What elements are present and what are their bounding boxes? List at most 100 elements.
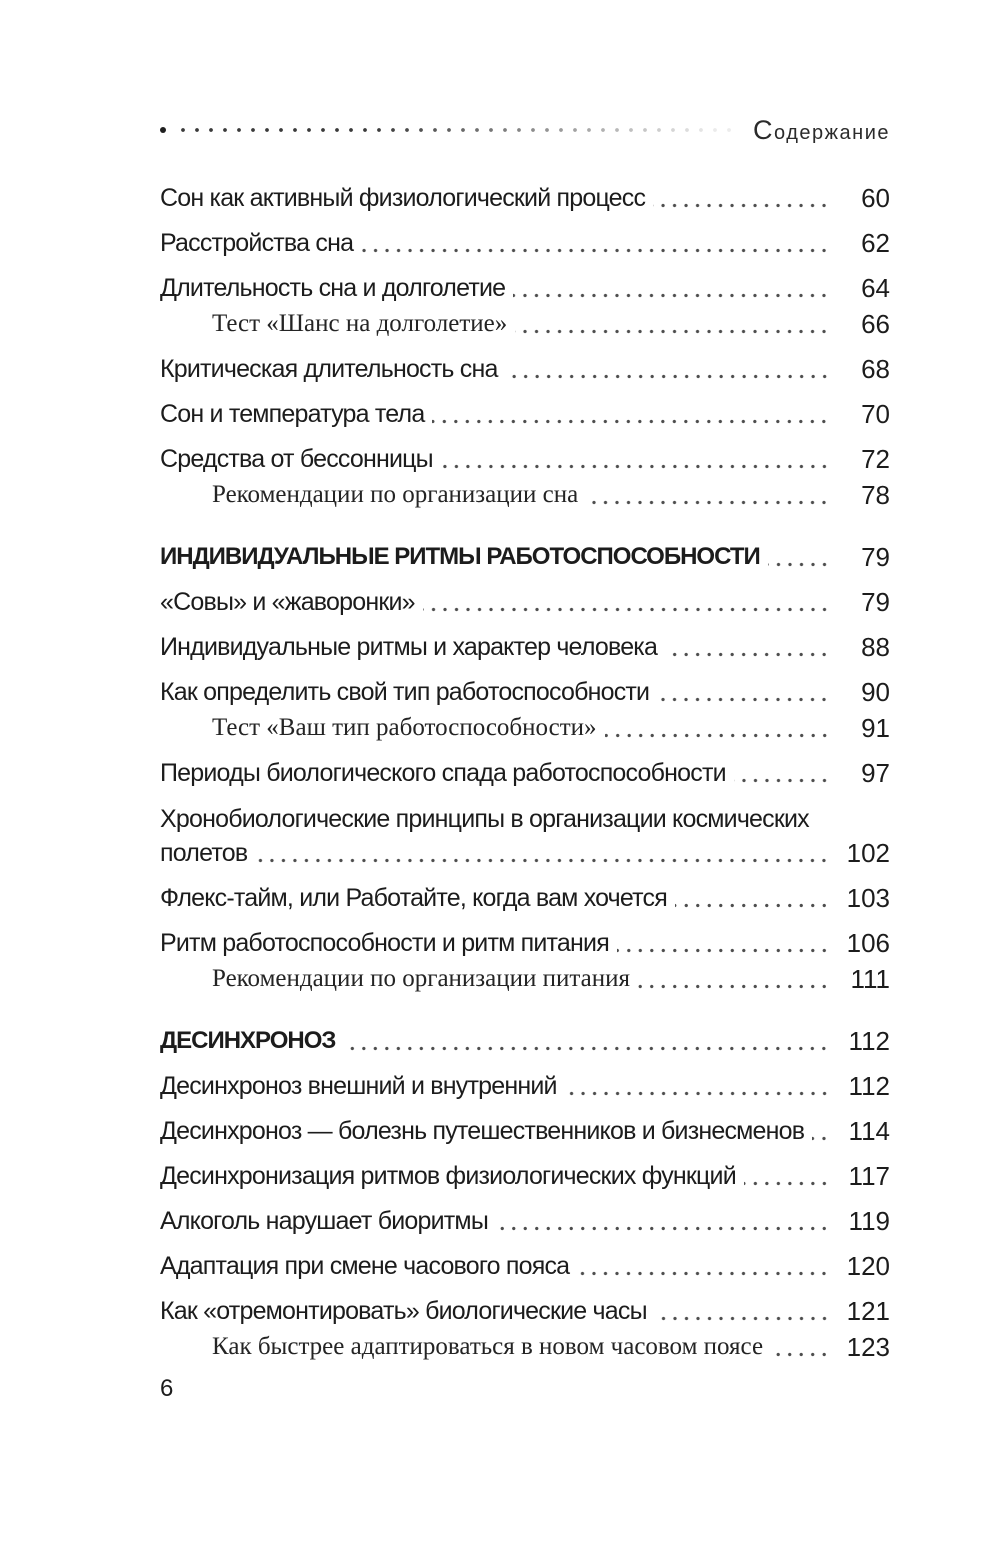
- toc-chapter-row: Ритм работоспособности и ритм питания 106: [160, 926, 890, 960]
- toc-chapter-row: Флекс-тайм, или Работайте, когда вам хоч…: [160, 881, 890, 915]
- dot-leader: [767, 561, 830, 568]
- dot-leader: [432, 418, 830, 425]
- toc-section-row: ИНДИВИДУАЛЬНЫЕ РИТМЫ РАБОТОСПОСОБНОСТИ 79: [160, 540, 890, 574]
- dot-leader: [604, 732, 830, 739]
- dot-leader: [505, 373, 830, 380]
- toc-entry-page-number: 111: [850, 964, 890, 994]
- toc-entry-page-number: 72: [861, 444, 890, 474]
- toc-entry-title: Десинхроноз — болезнь путешественников и…: [160, 1117, 805, 1145]
- toc-entry-page-number: 60: [861, 183, 890, 213]
- toc-entry-title: Как определить свой тип работоспособност…: [160, 678, 650, 706]
- toc-entry-title-continuation: полетов: [160, 839, 248, 867]
- toc-entry-page-number: 123: [846, 1332, 890, 1362]
- toc-entry-title: Адаптация при смене часового пояса: [160, 1252, 570, 1280]
- toc-entry-page-number: 64: [861, 273, 890, 303]
- dot-leader: [657, 696, 830, 703]
- toc-chapter-row: Длительность сна и долголетие 64: [160, 271, 890, 305]
- dot-leader: [515, 328, 830, 335]
- toc-sub-row: Тест «Ваш тип работоспособности» 91: [160, 711, 890, 745]
- toc-entry-title: ДЕСИНХРОНОЗ: [160, 1027, 336, 1054]
- toc-entry-title: Сон как активный физиологический процесс: [160, 184, 646, 212]
- toc-entry-title: Рекомендации по организации сна: [212, 481, 579, 508]
- toc-section-row: ДЕСИНХРОНОЗ 112: [160, 1024, 890, 1058]
- toc-entry-page-number: 79: [861, 542, 890, 572]
- toc-chapter-row: Десинхронизация ритмов физиологических ф…: [160, 1159, 890, 1193]
- toc-entry-line1: Хронобиологические принципы в организаци…: [160, 802, 890, 836]
- header-dot-leader: [176, 126, 740, 134]
- toc-entry-title: ИНДИВИДУАЛЬНЫЕ РИТМЫ РАБОТОСПОСОБНОСТИ: [160, 543, 761, 570]
- running-title: Содержание: [753, 114, 890, 145]
- dot-leader: [255, 857, 830, 864]
- toc-entry-page-number: 102: [846, 838, 890, 868]
- toc-entry-page-number: 78: [861, 480, 890, 510]
- dot-leader: [654, 1315, 830, 1322]
- toc-entry-page-number: 90: [861, 677, 890, 707]
- toc-entry-title: Как быстрее адаптироваться в новом часов…: [212, 1333, 764, 1360]
- toc-chapter-row: Десинхроноз внешний и внутренний 112: [160, 1069, 890, 1103]
- toc-entry-page-number: 117: [848, 1161, 890, 1191]
- toc-entry-page-number: 91: [861, 713, 890, 743]
- toc-entry-page-number: 112: [848, 1071, 890, 1101]
- toc-entry-title: Рекомендации по организации питания: [212, 965, 631, 992]
- toc-entry-title: Как «отремонтировать» биологические часы: [160, 1297, 648, 1325]
- toc-entry-title: Индивидуальные ритмы и характер человека: [160, 633, 658, 661]
- toc-entry-title: Сон и температура тела: [160, 400, 425, 428]
- dot-leader: [638, 983, 830, 990]
- toc-entry-page-number: 62: [861, 228, 890, 258]
- dot-leader: [422, 606, 830, 613]
- toc-sub-row: Рекомендации по организации питания 111: [160, 962, 890, 996]
- toc-entry-page-number: 121: [846, 1296, 890, 1326]
- toc-entry-page-number: 120: [846, 1251, 890, 1281]
- toc-sub-row: Рекомендации по организации сна 78: [160, 478, 890, 512]
- toc-entry-page-number: 70: [861, 399, 890, 429]
- toc-entry-title: Алкоголь нарушает биоритмы: [160, 1207, 489, 1235]
- toc-entry-title: Средства от бессонницы: [160, 445, 434, 473]
- dot-leader: [513, 292, 830, 299]
- toc-chapter-row: Как определить свой тип работоспособност…: [160, 675, 890, 709]
- toc-entry-page-number: 97: [861, 758, 890, 788]
- toc-chapter-row: «Совы» и «жаворонки» 79: [160, 585, 890, 619]
- toc-sub-row: Как быстрее адаптироваться в новом часов…: [160, 1330, 890, 1364]
- dot-leader: [564, 1090, 830, 1097]
- toc-entry-title: Периоды биологического спада работоспосо…: [160, 759, 727, 787]
- toc-entry-title: Тест «Ваш тип работоспособности»: [212, 714, 597, 741]
- toc-chapter-row: Хронобиологические принципы в организаци…: [160, 802, 890, 870]
- toc-chapter-row: Критическая длительность сна 68: [160, 352, 890, 386]
- dot-leader: [733, 777, 830, 784]
- dot-leader: [616, 947, 830, 954]
- dot-leader: [343, 1045, 830, 1052]
- toc-entry-page-number: 103: [846, 883, 890, 913]
- toc-chapter-row: Сон как активный физиологический процесс…: [160, 181, 890, 215]
- toc-sub-row: Тест «Шанс на долголетие» 66: [160, 307, 890, 341]
- toc-entry-title: «Совы» и «жаворонки»: [160, 588, 416, 616]
- toc-chapter-row: Как «отремонтировать» биологические часы…: [160, 1294, 890, 1328]
- dot-leader: [361, 247, 830, 254]
- dot-leader: [496, 1225, 830, 1232]
- dot-leader: [653, 202, 830, 209]
- toc-entry-page-number: 79: [861, 587, 890, 617]
- toc-entry-title: Тест «Шанс на долголетие»: [212, 310, 508, 337]
- toc-entry-page-number: 114: [848, 1116, 890, 1146]
- toc-entry-title: Флекс-тайм, или Работайте, когда вам хоч…: [160, 884, 668, 912]
- bullet-dot-icon: [160, 127, 166, 133]
- toc-entry-title: Критическая длительность сна: [160, 355, 498, 383]
- toc-entry-page-number: 68: [861, 354, 890, 384]
- folio-page-number: 6: [160, 1375, 174, 1402]
- toc-entry-title: Десинхроноз внешний и внутренний: [160, 1072, 557, 1100]
- dot-leader: [812, 1135, 830, 1142]
- dot-leader: [440, 463, 830, 470]
- toc-entry-title: Длительность сна и долголетие: [160, 274, 506, 302]
- toc-entry-title: Ритм работоспособности и ритм питания: [160, 929, 610, 957]
- toc-entry-page-number: 112: [848, 1026, 890, 1056]
- toc-entry-line2: полетов 102: [160, 836, 890, 870]
- toc-chapter-row: Индивидуальные ритмы и характер человека…: [160, 630, 890, 664]
- toc-entry-page-number: 106: [846, 928, 890, 958]
- running-head: Содержание: [160, 114, 890, 145]
- dot-leader: [743, 1180, 830, 1187]
- toc-entry-page-number: 88: [861, 632, 890, 662]
- toc-list: Сон как активный физиологический процесс…: [160, 181, 890, 1364]
- toc-chapter-row: Расстройства сна 62: [160, 226, 890, 260]
- dot-leader: [577, 1270, 830, 1277]
- toc-chapter-row: Алкоголь нарушает биоритмы 119: [160, 1204, 890, 1238]
